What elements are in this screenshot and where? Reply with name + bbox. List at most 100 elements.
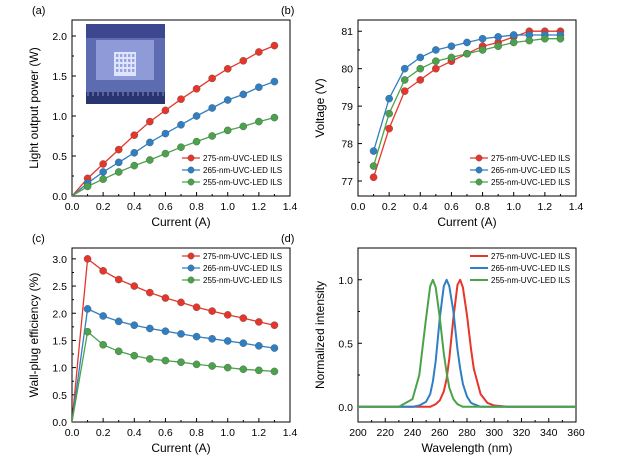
inset-led [132, 69, 135, 72]
x-tick-label: 0.6 [158, 201, 173, 213]
panel-b: (b) 0.0 0.2 0.4 0.6 0.8 1.0 1.2 1.4 77 78 79 80 81 Cur… [281, 5, 583, 229]
data-point [478, 34, 487, 43]
legend-label: 255-nm-UVC-LED ILS [203, 178, 282, 187]
inset-led [116, 69, 119, 72]
legend-label: 255-nm-UVC-LED ILS [491, 276, 570, 285]
x-tick-label: 1.0 [220, 201, 235, 213]
inset-top-shade [86, 24, 165, 38]
y-axis-title: Normalized intensity [313, 281, 327, 389]
inset-led [124, 54, 127, 57]
data-point [223, 96, 232, 104]
x-tick-label: 1.2 [252, 427, 267, 439]
data-point [146, 156, 154, 164]
y-axis-title: Voltage (V) [313, 78, 327, 137]
x-tick-label: 0.8 [189, 427, 204, 439]
y-tick-label: 78 [341, 139, 353, 151]
y-tick-label: 77 [341, 176, 353, 188]
data-point [146, 324, 154, 333]
y-tick-label: 1.0 [52, 363, 67, 375]
x-tick-label: 220 [376, 427, 394, 439]
x-axis-title: Current (A) [151, 441, 210, 455]
data-point [130, 282, 139, 290]
data-point [99, 160, 107, 168]
data-point [270, 113, 279, 122]
data-point [99, 168, 107, 176]
panel-label: (a) [32, 5, 45, 17]
data-point [270, 321, 279, 330]
x-tick-label: 260 [431, 427, 449, 439]
data-point [177, 358, 185, 366]
data-point [146, 288, 154, 297]
legend-label: 255-nm-UVC-LED ILS [203, 276, 282, 285]
x-tick-label: 1.0 [506, 201, 521, 213]
data-point [208, 335, 216, 343]
x-tick-label: 0.2 [96, 427, 111, 439]
legend-label: 275-nm-UVC-LED ILS [203, 154, 282, 163]
y-tick-label: 81 [341, 26, 353, 38]
data-point [114, 158, 123, 167]
inset-led [120, 54, 123, 57]
data-point [161, 129, 170, 138]
data-point [161, 327, 170, 335]
data-point [130, 351, 139, 360]
legend-marker [187, 264, 195, 272]
data-point [177, 143, 185, 151]
data-point [130, 321, 139, 330]
data-point [161, 149, 170, 158]
x-tick-label: 0.2 [96, 201, 111, 213]
x-axis-title: Current (A) [151, 215, 210, 229]
x-tick-label: 0.0 [65, 427, 80, 439]
data-point [463, 38, 471, 47]
data-point [369, 173, 378, 182]
inset-ruler [86, 92, 165, 104]
data-point [130, 131, 139, 139]
data-point [146, 138, 154, 147]
x-tick-label: 0.0 [351, 201, 366, 213]
inset-led [128, 64, 131, 67]
data-point [400, 76, 409, 84]
series-line [358, 278, 576, 408]
data-point [114, 145, 123, 154]
legend-label: 255-nm-UVC-LED ILS [491, 178, 570, 187]
x-tick-label: 0.8 [475, 201, 490, 213]
y-tick-label: 80 [341, 64, 353, 76]
data-point [255, 83, 263, 91]
data-point [83, 182, 92, 191]
y-tick-label: 0.5 [52, 390, 67, 402]
legend-label: 265-nm-UVC-LED ILS [491, 264, 570, 273]
x-tick-label: 0.4 [127, 427, 142, 439]
data-point [270, 367, 279, 376]
data-point [556, 34, 565, 43]
data-point [463, 49, 471, 58]
data-point [177, 95, 185, 103]
data-point [99, 175, 107, 183]
y-tick-label: 0.0 [52, 417, 67, 429]
data-point [114, 317, 123, 326]
legend-label: 265-nm-UVC-LED ILS [203, 166, 282, 175]
data-point [270, 41, 279, 50]
x-axis-title: Current (A) [437, 215, 496, 229]
data-point [509, 38, 518, 47]
data-point [447, 53, 456, 62]
y-tick-label: 79 [341, 101, 353, 113]
data-point [416, 64, 425, 73]
data-point [432, 46, 440, 54]
inset-led [116, 54, 119, 57]
data-point [385, 124, 393, 133]
legend-label: 265-nm-UVC-LED ILS [203, 264, 282, 273]
inset-led [132, 54, 135, 57]
legend-marker [187, 166, 195, 174]
inset-led [120, 64, 123, 67]
data-point [208, 132, 216, 140]
y-tick-label: 1.5 [52, 71, 67, 83]
inset-led [128, 69, 131, 72]
data-point [239, 90, 248, 99]
data-point [416, 53, 425, 62]
data-point [255, 318, 263, 326]
inset-led [116, 59, 119, 62]
data-point [192, 332, 201, 341]
legend-label: 275-nm-UVC-LED ILS [491, 252, 570, 261]
x-tick-label: 280 [458, 427, 476, 439]
data-point [416, 76, 425, 84]
